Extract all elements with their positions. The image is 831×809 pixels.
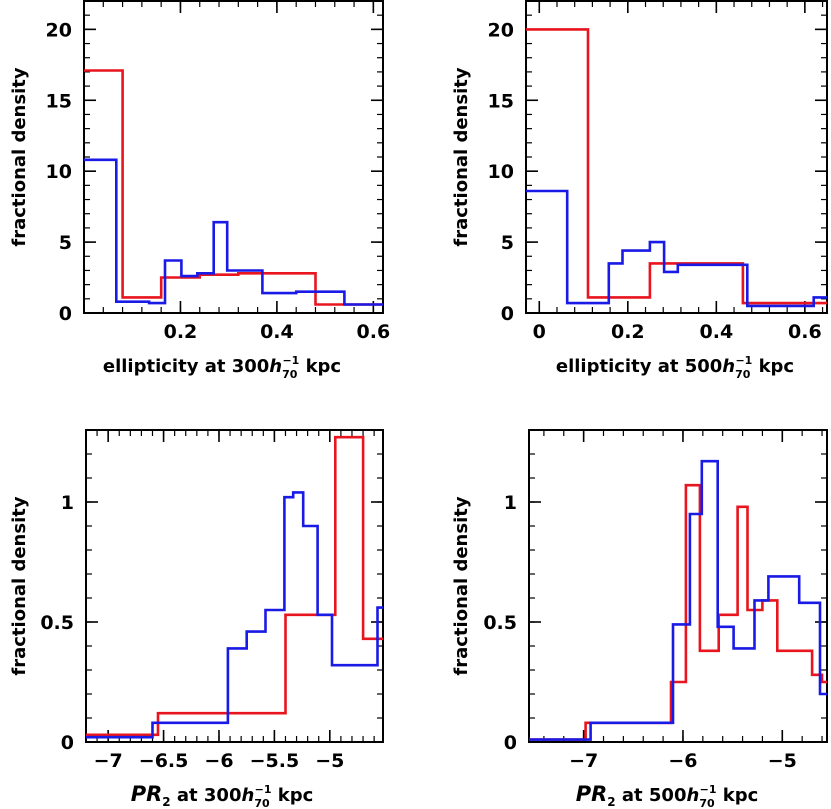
panel-pr2-500: −7 −6 −5 0 0.5 1 PR2 at 500h70−1 kpc fraction… (451, 429, 828, 809)
y-axis-label: fractional density (9, 67, 30, 246)
series-group (84, 69, 383, 306)
tick-labels: −7 −6.5 −6 −5.5 −5 0 0.5 1 (40, 492, 344, 772)
series-group (86, 435, 383, 739)
x-tick-label: −5 (315, 750, 344, 772)
x-tick-label: 0.2 (611, 321, 645, 343)
red-histogram-series (86, 435, 383, 737)
tick-labels: 0.2 0.4 0.6 0 5 10 15 20 (46, 19, 391, 343)
y-tick-label: 10 (488, 161, 514, 183)
blue-histogram-series (86, 491, 383, 739)
y-tick-label: 0 (504, 732, 517, 754)
y-tick-label: 0 (61, 732, 74, 754)
x-tick-label: −5 (768, 750, 797, 772)
y-tick-label: 15 (488, 90, 514, 112)
ticks (529, 429, 827, 743)
x-axis-label: ellipticity at 500h70−1 kpc (556, 354, 794, 381)
x-tick-label: 0.4 (700, 321, 734, 343)
ticks (83, 0, 383, 314)
red-histogram-series (526, 28, 827, 305)
series-group (529, 459, 827, 741)
red-histogram-series (84, 69, 383, 306)
y-tick-label: 10 (46, 161, 72, 183)
y-tick-label: 20 (46, 19, 72, 41)
plot-frame (85, 429, 384, 743)
red-histogram-series (529, 483, 827, 741)
y-tick-label: 20 (488, 19, 514, 41)
x-axis-label: PR2 at 500h70−1 kpc (576, 782, 759, 809)
x-axis-label: PR2 at 300h70−1 kpc (131, 782, 314, 809)
y-tick-label: 15 (46, 90, 72, 112)
x-tick-label: 0.6 (788, 321, 822, 343)
x-tick-label: −6 (668, 750, 697, 772)
y-tick-label: 0.5 (40, 612, 74, 634)
y-tick-label: 0 (59, 303, 72, 325)
x-tick-label: −5.5 (250, 750, 300, 772)
x-tick-label: 0.4 (260, 321, 294, 343)
y-axis-label: fractional density (451, 496, 472, 675)
plot-frame (83, 0, 384, 314)
y-tick-label: 0 (501, 303, 514, 325)
panel-ellipticity-500: 0 0.2 0.4 0.6 0 5 10 15 20 ellipticity at 500h70… (451, 0, 828, 381)
panel-ellipticity-300: 0.2 0.4 0.6 0 5 10 15 20 ellipticity at 300h70−… (9, 0, 391, 381)
tick-labels: 0 0.2 0.4 0.6 0 5 10 15 20 (488, 19, 822, 343)
blue-histogram-series (529, 459, 827, 741)
x-tick-label: 0.6 (357, 321, 391, 343)
x-tick-label: −6 (204, 750, 233, 772)
x-axis-label: ellipticity at 300h70−1 kpc (103, 354, 341, 381)
panel-pr2-300: −7 −6.5 −6 −5.5 −500.51 PR2 at 300h70−1 kpc … (9, 429, 384, 809)
y-axis-label: fractional density (451, 67, 472, 246)
x-tick-label: 0 (533, 321, 546, 343)
tick-labels: −7 −6 −5 0 0.5 1 (483, 492, 797, 772)
blue-histogram-series (84, 158, 383, 306)
ticks (85, 429, 383, 743)
y-tick-label: 1 (504, 492, 517, 514)
y-axis-label: fractional density (9, 496, 30, 675)
plot-frame (528, 429, 828, 743)
x-tick-label: −7 (569, 750, 598, 772)
x-tick-label: 0.2 (164, 321, 198, 343)
blue-histogram-series (526, 189, 827, 308)
y-tick-label: 0.5 (483, 612, 517, 634)
y-tick-label: 1 (61, 492, 74, 514)
y-tick-label: 5 (501, 232, 514, 254)
x-tick-label: −7 (94, 750, 123, 772)
series-group (526, 28, 827, 308)
y-tick-label: 5 (59, 232, 72, 254)
x-tick-label: −6.5 (139, 750, 189, 772)
